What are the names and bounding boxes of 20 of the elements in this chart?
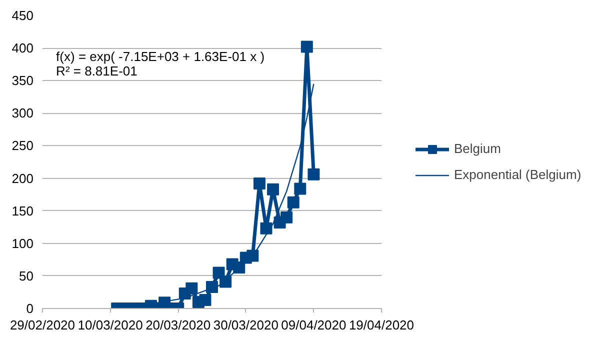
x-tick-label: 30/03/2020 — [213, 318, 278, 332]
legend-label: Exponential (Belgium) — [454, 167, 582, 182]
annotation: R² = 8.81E-01 — [56, 63, 138, 78]
x-tick-label: 09/04/2020 — [281, 318, 346, 332]
legend-label: Belgium — [454, 141, 501, 156]
y-tick-label: 250 — [12, 138, 34, 154]
y-tick-label: 50 — [19, 268, 34, 284]
x-tick-label: 29/02/2020 — [10, 318, 76, 332]
y-tick-label: 150 — [12, 203, 34, 218]
x-tick-label: 10/03/2020 — [78, 318, 143, 332]
y-tick-label: 200 — [12, 170, 34, 186]
y-tick-label: 0 — [26, 301, 34, 316]
y-tick-label: 450 — [12, 8, 34, 23]
x-tick-label: 19/04/2020 — [348, 318, 414, 332]
y-tick-label: 350 — [12, 73, 34, 88]
annotation: f(x) = exp( -7.15E+03 + 1.63E-01 x ) — [56, 48, 265, 64]
y-tick-label: 400 — [12, 40, 34, 56]
y-tick-label: 300 — [12, 106, 34, 121]
x-tick-label: 20/03/2020 — [146, 318, 211, 332]
y-tick-label: 100 — [12, 236, 34, 251]
